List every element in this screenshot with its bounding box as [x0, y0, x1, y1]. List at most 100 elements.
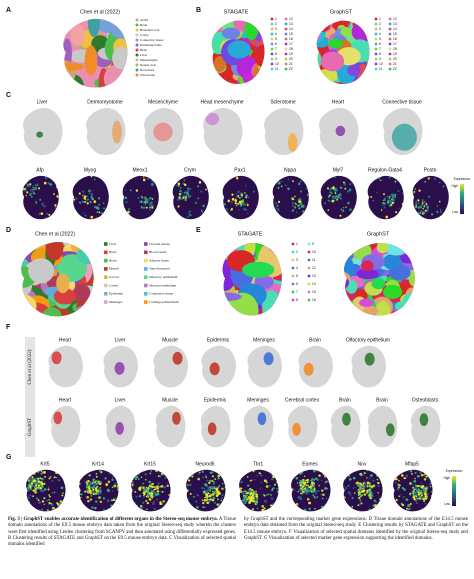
expression-dot	[131, 507, 133, 511]
expression-dot	[357, 484, 359, 486]
expression-dot	[209, 498, 212, 501]
panel-title: GraphST	[330, 9, 353, 15]
expression-dot	[40, 473, 43, 475]
expression-dot	[339, 214, 342, 217]
expression-dot	[63, 472, 66, 475]
legend-swatch	[307, 290, 311, 294]
legend-label: 22	[289, 67, 293, 71]
expression-dot	[264, 499, 267, 503]
segment	[242, 72, 254, 84]
expression-dot	[196, 493, 198, 495]
expression-dot	[73, 198, 75, 201]
expression-dot	[327, 500, 330, 503]
expression-dot	[220, 474, 224, 478]
expression-dot	[417, 199, 420, 202]
expression-dot	[230, 208, 233, 211]
expression-dot	[79, 469, 82, 472]
expression-dot	[412, 217, 414, 220]
expression-dot	[187, 194, 189, 197]
expression-dot	[300, 491, 303, 494]
expression-dot	[88, 188, 91, 192]
legend-swatch	[388, 57, 392, 61]
expression-dot	[292, 180, 294, 183]
expression-dot	[431, 490, 433, 494]
expression-dot	[63, 470, 66, 473]
expression-dot	[383, 201, 386, 204]
expression-dot	[276, 490, 279, 493]
expression-dot	[349, 208, 352, 212]
expression-dot	[40, 212, 44, 215]
expression-dot	[377, 481, 380, 485]
domain-title: Liver	[115, 337, 126, 343]
embryo	[22, 175, 59, 220]
expression-dot	[299, 197, 302, 201]
expression-dot	[314, 492, 317, 495]
expression-dot	[186, 499, 188, 503]
expression-dot	[31, 192, 33, 194]
expression-dot	[369, 485, 372, 488]
expression-dot	[97, 485, 99, 488]
expression-dot	[213, 501, 217, 504]
legend-label: 12	[312, 266, 316, 270]
expression-dot	[124, 196, 128, 200]
expression-dot	[359, 490, 362, 492]
expression-dot	[366, 469, 369, 472]
expression-dot	[39, 486, 43, 490]
legend-swatch	[284, 32, 288, 36]
expression-dot	[256, 493, 259, 496]
segment	[222, 292, 242, 302]
expression-dot	[291, 209, 294, 212]
expression-dot	[295, 503, 299, 506]
expression-dot	[420, 216, 422, 219]
legend-label: 2	[275, 22, 277, 26]
expression-dot	[294, 195, 296, 198]
expression-dot	[247, 196, 250, 198]
expression-dot	[322, 472, 326, 476]
expression-dot	[414, 492, 417, 495]
domain-title: Connective tissue	[382, 99, 422, 105]
expression-dot	[144, 197, 146, 200]
embryo-regions	[153, 122, 173, 142]
expression-dot	[202, 501, 205, 505]
expression-dot	[145, 479, 147, 481]
expression-dot	[289, 476, 291, 477]
embryo-regions	[287, 133, 298, 152]
expression-dot	[163, 486, 167, 489]
legend-label: AGM	[140, 18, 148, 22]
expression-dot	[93, 507, 97, 510]
expression-dot	[308, 501, 312, 505]
expression-dot	[272, 470, 275, 473]
expression-dot	[207, 501, 210, 504]
legend-label: Adipose tissue	[149, 258, 169, 262]
expression-dot	[164, 477, 167, 479]
expression-dot	[60, 486, 64, 490]
domain-highlight	[53, 411, 63, 425]
segment	[112, 46, 128, 70]
gene-title: Krt5	[40, 461, 49, 467]
expression-dot	[224, 475, 226, 479]
expression-dot	[413, 498, 416, 501]
expression-dot	[51, 506, 55, 510]
expression-dot	[23, 508, 26, 510]
segment	[70, 24, 85, 46]
expression-dot	[80, 496, 82, 499]
legend-label: 15	[289, 32, 293, 36]
expression-dot	[393, 481, 394, 485]
expression-dot	[22, 186, 24, 188]
expression-dot	[188, 196, 190, 199]
legend-label: 9	[379, 57, 381, 61]
expression-dot	[372, 471, 375, 474]
expression-dot	[251, 479, 253, 481]
expression-dot	[259, 487, 262, 489]
expression-dot	[142, 201, 145, 204]
expression-dot	[58, 502, 61, 505]
legend-swatch	[270, 37, 274, 41]
expression-dot	[197, 185, 200, 188]
expression-dot	[43, 181, 47, 185]
expression-dot	[394, 195, 397, 199]
expression-dot	[27, 471, 30, 474]
expression-dot	[244, 192, 246, 194]
expression-dot	[178, 196, 181, 199]
expression-dot	[403, 488, 406, 491]
expression-dot	[27, 474, 30, 476]
